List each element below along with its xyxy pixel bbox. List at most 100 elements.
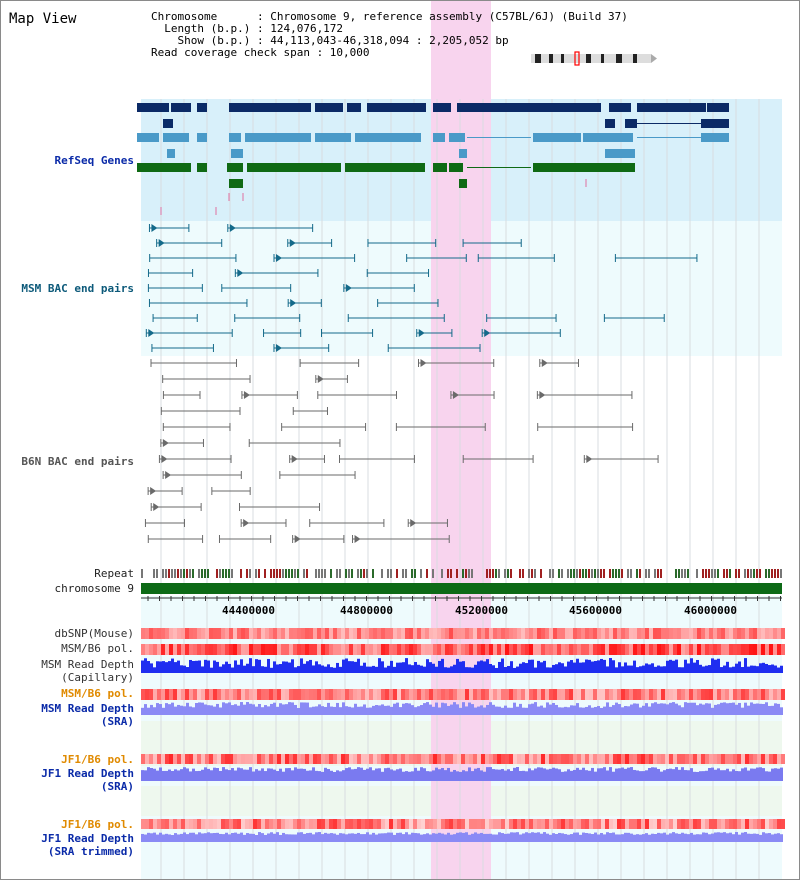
polymorphism-cell: [241, 754, 245, 764]
read-depth-bar: [555, 664, 558, 673]
polymorphism-cell: [705, 754, 709, 764]
read-depth-bar: [156, 661, 159, 673]
polymorphism-cell: [485, 754, 489, 764]
read-depth-bar: [501, 707, 504, 715]
read-depth-bar: [309, 770, 312, 781]
read-depth-bar: [309, 832, 312, 842]
polymorphism-cell: [625, 754, 629, 764]
read-depth-bar: [225, 769, 228, 781]
read-depth-bar: [387, 767, 390, 781]
polymorphism-cell: [761, 819, 765, 829]
polymorphism-cell: [201, 819, 205, 829]
polymorphism-cell: [641, 689, 645, 700]
polymorphism-cell: [365, 689, 369, 700]
polymorphism-cell: [765, 628, 769, 639]
read-depth-bar: [726, 833, 729, 842]
read-depth-bar: [579, 707, 582, 715]
read-depth-bar: [552, 664, 555, 673]
polymorphism-cell: [657, 628, 661, 639]
read-depth-bar: [615, 834, 618, 842]
polymorphism-cell: [421, 628, 425, 639]
polymorphism-cell: [657, 754, 661, 764]
read-depth-bar: [465, 706, 468, 715]
read-depth-bar: [225, 832, 228, 842]
polymorphism-cell: [149, 819, 153, 829]
polymorphism-cell: [777, 689, 781, 700]
polymorphism-cell: [613, 754, 617, 764]
read-depth-bar: [309, 707, 312, 715]
ideogram-end: [651, 54, 657, 63]
polymorphism-cell: [577, 819, 581, 829]
read-depth-bar: [141, 660, 144, 673]
read-depth-bar: [459, 661, 462, 673]
read-depth-bar: [285, 661, 288, 673]
repeat-mark: [570, 569, 572, 578]
polymorphism-cell: [669, 754, 673, 764]
read-depth-bar: [324, 832, 327, 842]
read-depth-bar: [282, 771, 285, 781]
read-depth-bar: [417, 664, 420, 673]
read-depth-bar: [564, 771, 567, 781]
read-depth-bar: [654, 834, 657, 842]
read-depth-bar: [393, 703, 396, 715]
polymorphism-cell: [225, 689, 229, 700]
read-depth-bar: [237, 767, 240, 781]
read-depth-bar: [492, 834, 495, 842]
read-depth-bar: [639, 771, 642, 781]
polymorphism-cell: [745, 819, 749, 829]
read-depth-bar: [609, 706, 612, 715]
polymorphism-cell: [273, 644, 277, 655]
track-label-jf1-depth-trimmed-sub: (SRA trimmed): [47, 845, 134, 858]
read-depth-bar: [531, 703, 534, 715]
repeat-mark: [777, 569, 779, 578]
read-depth-bar: [189, 659, 192, 673]
read-depth-bar: [657, 703, 660, 715]
repeat-mark: [750, 569, 752, 578]
read-depth-bar: [615, 702, 618, 715]
polymorphism-cell: [485, 644, 489, 655]
read-depth-bar: [276, 832, 279, 842]
read-depth-bar: [258, 832, 261, 842]
read-depth-bar: [681, 667, 684, 673]
bac-end-arrow: [539, 391, 546, 399]
read-depth-bar: [213, 706, 216, 715]
read-depth-bar: [357, 658, 360, 673]
read-depth-bar: [222, 702, 225, 715]
polymorphism-cell: [461, 644, 465, 655]
polymorphism-cell: [217, 754, 221, 764]
read-depth-bar: [684, 770, 687, 781]
repeat-mark: [498, 569, 500, 578]
read-depth-bar: [657, 832, 660, 842]
polymorphism-cell: [557, 689, 561, 700]
polymorphism-cell: [441, 819, 445, 829]
read-depth-bar: [549, 768, 552, 781]
read-depth-bar: [720, 770, 723, 781]
read-depth-bar: [582, 662, 585, 673]
repeat-mark: [603, 569, 605, 578]
polymorphism-cell: [497, 754, 501, 764]
polymorphism-cell: [261, 628, 265, 639]
polymorphism-cell: [645, 819, 649, 829]
polymorphism-cell: [409, 628, 413, 639]
polymorphism-cell: [305, 628, 309, 639]
repeat-mark: [735, 569, 737, 578]
read-depth-bar: [654, 666, 657, 673]
polymorphism-cell: [613, 689, 617, 700]
polymorphism-cell: [449, 644, 453, 655]
read-depth-bar: [666, 704, 669, 715]
read-depth-bar: [261, 707, 264, 715]
read-depth-bar: [201, 702, 204, 715]
polymorphism-cell: [757, 819, 761, 829]
polymorphism-cell: [577, 644, 581, 655]
chromosome-bar: [141, 583, 782, 594]
repeat-mark: [363, 569, 365, 578]
repeat-mark: [387, 569, 389, 578]
polymorphism-cell: [465, 819, 469, 829]
polymorphism-cell: [597, 644, 601, 655]
polymorphism-cell: [409, 689, 413, 700]
read-depth-bar: [483, 661, 486, 673]
polymorphism-cell: [545, 628, 549, 639]
read-depth-bar: [681, 767, 684, 781]
repeat-mark: [504, 569, 506, 578]
